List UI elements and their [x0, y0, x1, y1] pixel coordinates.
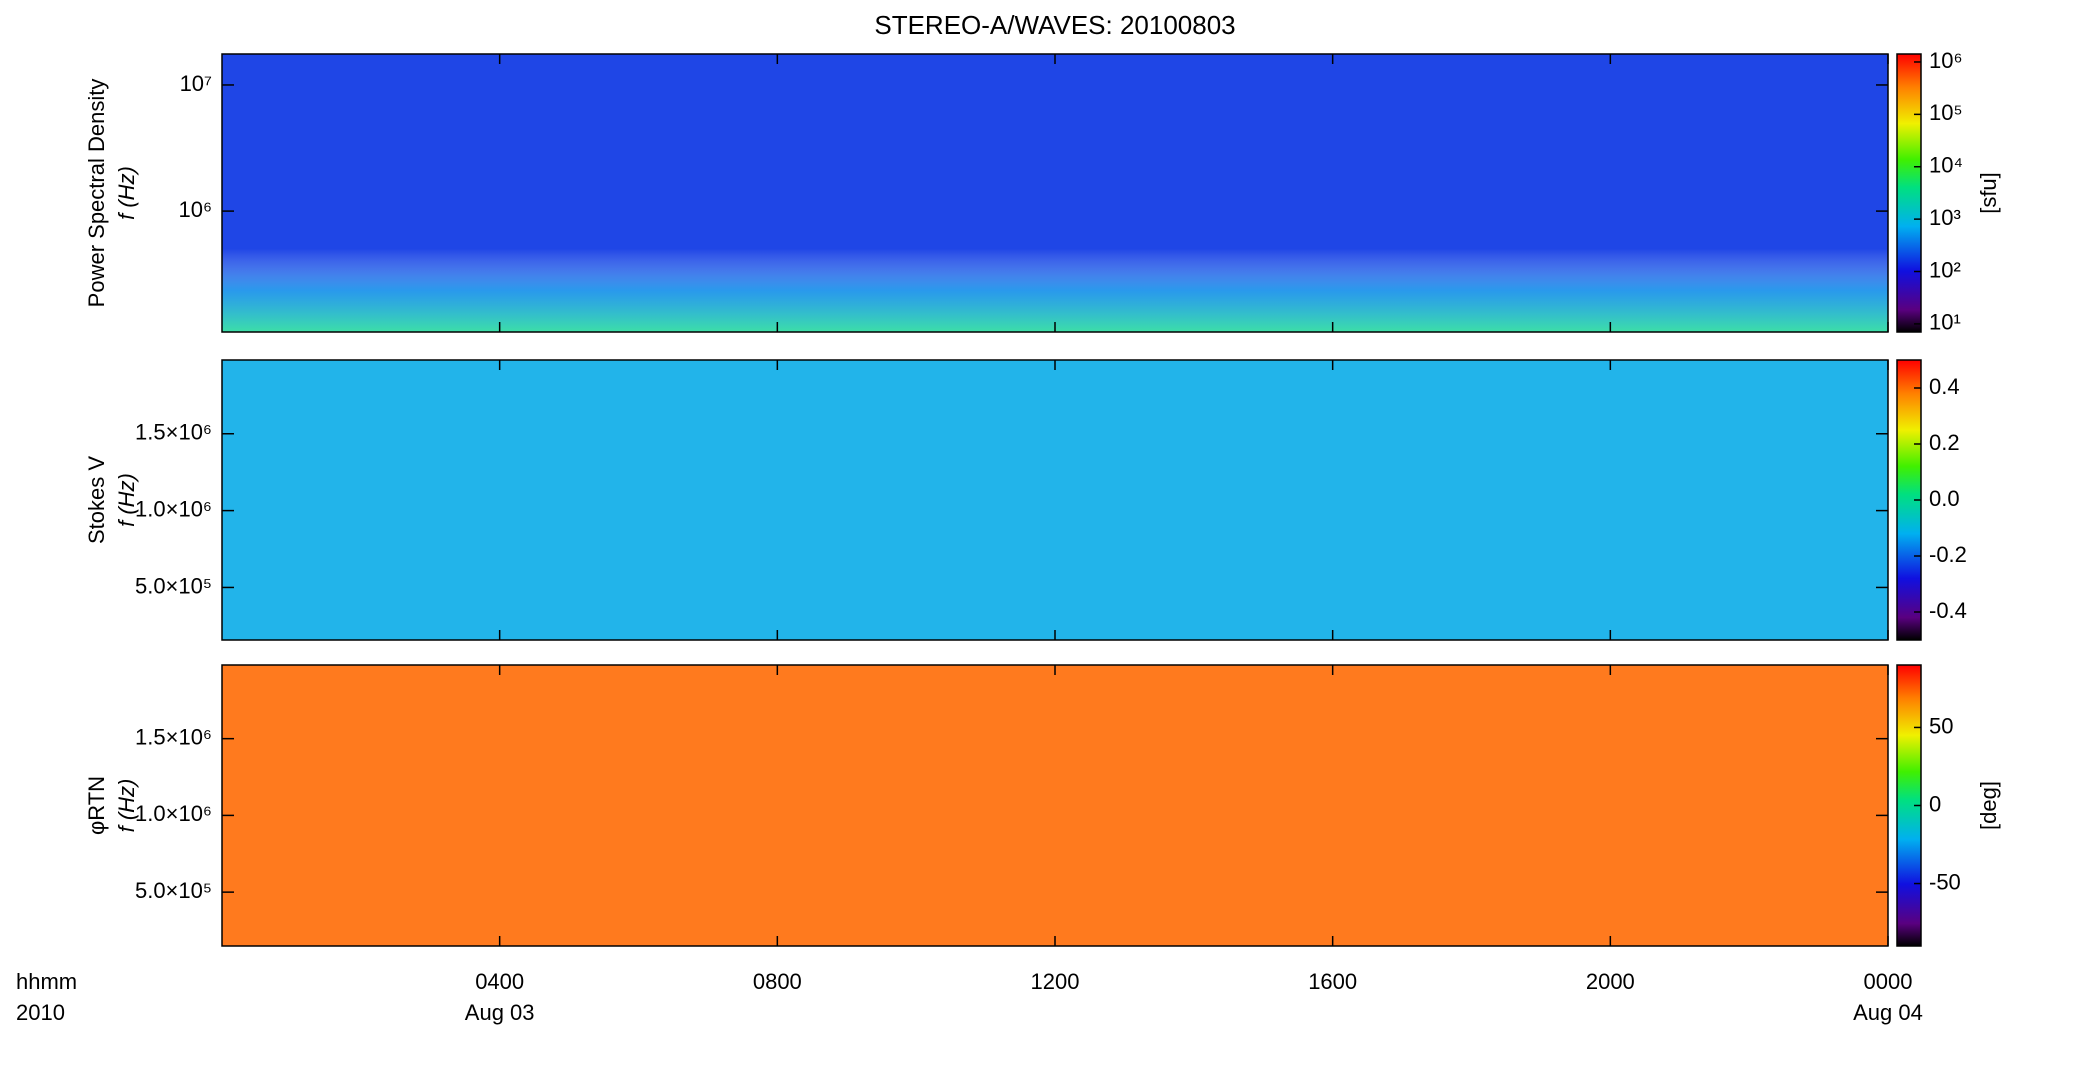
y-tick-label: 10⁶	[178, 197, 212, 222]
y-tick-label: 1.5×10⁶	[135, 420, 212, 445]
colorbar-label: [sfu]	[1976, 172, 2001, 214]
colorbar-tick-label: 10⁴	[1929, 153, 1963, 178]
x-tick-label: 2000	[1586, 969, 1635, 994]
y-axis-label: Power Spectral Density	[84, 79, 109, 308]
colorbar-tick-label: -0.4	[1929, 598, 1967, 623]
y-tick-label: 10⁷	[180, 71, 212, 96]
x-tick-label: 0400	[475, 969, 524, 994]
colorbar-tick-label: -0.2	[1929, 542, 1967, 567]
y-axis-label: f (Hz)	[114, 779, 139, 833]
colorbar-tick-label: 10²	[1929, 257, 1961, 282]
y-axis-label: φRTN	[84, 776, 109, 835]
colorbar-tick-label: 50	[1929, 713, 1953, 738]
colorbar-tick-label: 0.2	[1929, 430, 1960, 455]
x-tick-label: 1600	[1308, 969, 1357, 994]
colorbar-tick-label: 0	[1929, 791, 1941, 816]
spectrogram	[222, 665, 1888, 946]
x-tick-date: Aug 04	[1853, 1000, 1923, 1025]
colorbar-tick-label: 0.0	[1929, 486, 1960, 511]
spectrogram-shade	[222, 54, 1888, 332]
y-tick-label: 1.0×10⁶	[135, 496, 212, 521]
y-tick-label: 5.0×10⁵	[135, 573, 212, 598]
spectrogram	[222, 360, 1888, 640]
y-axis-label: f (Hz)	[114, 166, 139, 220]
colorbar-tick-label: 10⁵	[1929, 100, 1963, 125]
x-axis-label: 2010	[16, 1000, 65, 1025]
chart-title: STEREO-A/WAVES: 20100803	[874, 10, 1235, 40]
y-tick-label: 5.0×10⁵	[135, 878, 212, 903]
y-tick-label: 1.5×10⁶	[135, 724, 212, 749]
colorbar-tick-label: -50	[1929, 869, 1961, 894]
colorbar	[1896, 53, 1922, 333]
colorbar-tick-label: 10³	[1929, 205, 1961, 230]
colorbar-tick-label: 10⁶	[1929, 48, 1963, 73]
x-tick-date: Aug 03	[465, 1000, 535, 1025]
y-axis-label: f (Hz)	[114, 473, 139, 527]
x-tick-label: 1200	[1031, 969, 1080, 994]
x-tick-label: 0000	[1864, 969, 1913, 994]
colorbar-tick-label: 10¹	[1929, 310, 1961, 335]
x-tick-label: 0800	[753, 969, 802, 994]
x-axis-label: hhmm	[16, 969, 77, 994]
colorbar-label: [deg]	[1976, 781, 2001, 830]
y-tick-label: 1.0×10⁶	[135, 801, 212, 826]
colorbar-tick-label: 0.4	[1929, 374, 1960, 399]
y-axis-label: Stokes V	[84, 456, 109, 544]
